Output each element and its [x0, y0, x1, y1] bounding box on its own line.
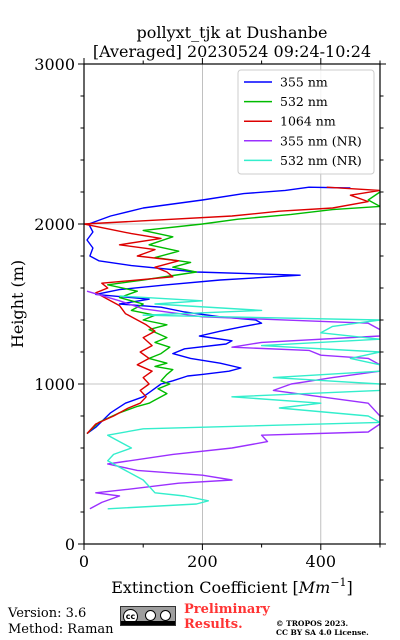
legend-label: 532 nm [280, 94, 328, 109]
chart-subtitle: [Averaged] 20230524 09:24-10:24 [93, 42, 371, 61]
legend: 355 nm 532 nm 1064 nm 355 nm (NR) 532 nm (NR… [237, 69, 375, 175]
footer-info: Version: 3.6 Method: Raman [8, 606, 114, 638]
legend-box [237, 69, 375, 175]
series-line-2 [84, 186, 380, 435]
license-line1: © TROPOS 2023. [276, 619, 349, 628]
version-text: Version: 3.6 [8, 606, 87, 621]
y-tick-label: 2000 [34, 215, 75, 234]
y-axis: 0 1000 2000 3000 [34, 55, 386, 554]
x-tick-label: 400 [306, 552, 337, 571]
sa-icon [160, 610, 171, 621]
legend-label: 355 nm [280, 75, 328, 90]
y-tick-label: 1000 [34, 375, 75, 394]
y-tick-label: 0 [65, 535, 75, 554]
legend-label: 532 nm (NR) [280, 153, 362, 168]
chart-title-group: pollyxt_tjk at Dushanbe [Averaged] 20230… [93, 23, 371, 61]
extinction-chart: pollyxt_tjk at Dushanbe [Averaged] 20230… [8, 23, 386, 597]
x-tick-label: 0 [79, 552, 89, 571]
license-line2: CC BY SA 4.0 License. [276, 628, 369, 637]
series-line-0 [86, 186, 351, 435]
preliminary-line2: Results. [184, 617, 243, 632]
series-line-1 [86, 191, 380, 435]
series-line-4 [107, 295, 380, 510]
y-axis-label: Height (m) [8, 260, 27, 348]
cc-license-badge: cc [120, 606, 176, 626]
badge-strip [121, 621, 175, 625]
legend-label: 355 nm (NR) [280, 133, 362, 148]
by-icon [145, 610, 156, 621]
preliminary-line1: Preliminary [184, 602, 270, 617]
series-line-3 [86, 290, 380, 510]
x-tick-label: 200 [187, 552, 218, 571]
preliminary-notice: Preliminary Results. [184, 602, 270, 632]
x-axis-label: Extinction Coefficient [Mm−1] [111, 576, 353, 597]
method-text: Method: Raman [8, 622, 114, 637]
y-tick-label: 3000 [34, 55, 75, 74]
x-axis: 0 200 400 [79, 58, 381, 571]
legend-label: 1064 nm [280, 114, 336, 129]
plot-frame [83, 63, 381, 545]
chart-title: pollyxt_tjk at Dushanbe [136, 23, 327, 42]
license-text: © TROPOS 2023. CC BY SA 4.0 License. [276, 619, 369, 637]
